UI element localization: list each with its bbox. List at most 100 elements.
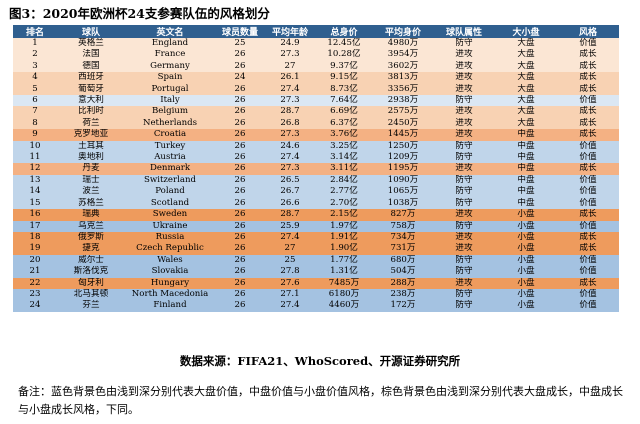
table-row: 14 波兰 Poland 26 26.7 2.77亿 1065万 防守 中盘 价值: [13, 186, 619, 198]
total-value-cell: 3.14亿: [315, 152, 373, 164]
average-age-cell: 25: [265, 254, 315, 267]
style-cell: 成长: [557, 49, 619, 61]
average-age-cell: 25.9: [265, 220, 315, 232]
average-value-cell: 2938万: [373, 95, 433, 107]
style-cell: 价值: [557, 186, 619, 198]
player-count-cell: 26: [215, 300, 265, 312]
table-row: 1 英格兰 England 25 24.9 12.45亿 4980万 防守 大盘 价值: [13, 38, 619, 50]
average-age-cell: 26.8: [265, 117, 315, 130]
team-attribute-cell: 进攻: [433, 72, 495, 84]
rank-cell: 14: [13, 186, 57, 198]
team-attribute-cell: 防守: [433, 152, 495, 164]
english-name-cell: Switzerland: [125, 174, 215, 187]
team-cell: 土耳其: [57, 140, 125, 153]
english-name-cell: Netherlands: [125, 117, 215, 130]
team-attribute-cell: 防守: [433, 266, 495, 278]
size-cell: 大盘: [495, 60, 557, 73]
team-cell: 法国: [57, 49, 125, 61]
style-cell: 成长: [557, 243, 619, 255]
rank-cell: 1: [13, 38, 57, 50]
size-cell: 中盘: [495, 186, 557, 198]
english-name-cell: Germany: [125, 60, 215, 73]
team-attribute-cell: 防守: [433, 254, 495, 267]
table-row: 23 北马其顿 North Macedonia 26 27.1 6180万 238万 防守 小盘…: [13, 288, 619, 301]
english-name-cell: Belgium: [125, 106, 215, 118]
team-cell: 西班牙: [57, 72, 125, 84]
header-size: 大小盘: [495, 25, 557, 38]
english-name-cell: Scotland: [125, 197, 215, 210]
average-value-cell: 758万: [373, 220, 433, 232]
average-value-cell: 2575万: [373, 106, 433, 118]
header-player-count: 球员数量: [215, 25, 265, 38]
average-age-cell: 24.9: [265, 38, 315, 50]
team-cell: 北马其顿: [57, 288, 125, 301]
player-count-cell: 26: [215, 163, 265, 175]
team-attribute-cell: 进攻: [433, 49, 495, 61]
rank-cell: 19: [13, 243, 57, 255]
total-value-cell: 2.77亿: [315, 186, 373, 198]
average-value-cell: 504万: [373, 266, 433, 278]
total-value-cell: 1.77亿: [315, 254, 373, 267]
rank-cell: 12: [13, 163, 57, 175]
player-count-cell: 26: [215, 129, 265, 141]
style-cell: 成长: [557, 277, 619, 289]
player-count-cell: 26: [215, 106, 265, 118]
style-cell: 成长: [557, 129, 619, 141]
style-cell: 成长: [557, 83, 619, 96]
rank-cell: 17: [13, 220, 57, 232]
table-row: 8 荷兰 Netherlands 26 26.8 6.37亿 2450万 进攻 大盘 成长: [13, 117, 619, 130]
english-name-cell: Portugal: [125, 83, 215, 96]
team-cell: 苏格兰: [57, 197, 125, 210]
size-cell: 大盘: [495, 117, 557, 130]
player-count-cell: 26: [215, 174, 265, 187]
team-cell: 比利时: [57, 106, 125, 118]
header-rank: 排名: [13, 25, 57, 38]
team-attribute-cell: 防守: [433, 186, 495, 198]
rank-cell: 16: [13, 209, 57, 221]
english-name-cell: Croatia: [125, 129, 215, 141]
style-cell: 成长: [557, 209, 619, 221]
english-name-cell: England: [125, 38, 215, 50]
team-attribute-cell: 进攻: [433, 163, 495, 175]
team-cell: 芬兰: [57, 300, 125, 312]
size-cell: 小盘: [495, 243, 557, 255]
size-cell: 中盘: [495, 140, 557, 153]
total-value-cell: 6.69亿: [315, 106, 373, 118]
style-cell: 成长: [557, 60, 619, 73]
team-cell: 俄罗斯: [57, 231, 125, 244]
size-cell: 大盘: [495, 95, 557, 107]
team-attribute-cell: 防守: [433, 140, 495, 153]
rank-cell: 3: [13, 60, 57, 73]
english-name-cell: Austria: [125, 152, 215, 164]
player-count-cell: 26: [215, 243, 265, 255]
team-attribute-cell: 进攻: [433, 106, 495, 118]
style-cell: 成长: [557, 117, 619, 130]
team-cell: 英格兰: [57, 38, 125, 50]
average-value-cell: 3602万: [373, 60, 433, 73]
team-cell: 斯洛伐克: [57, 266, 125, 278]
average-age-cell: 27.1: [265, 288, 315, 301]
size-cell: 大盘: [495, 38, 557, 50]
rank-cell: 2: [13, 49, 57, 61]
team-style-table: 排名 球队 英文名 球员数量 平均年龄 总身价 平均身价 球队属性 大小盘 风格…: [13, 25, 619, 312]
header-team-attribute: 球队属性: [433, 25, 495, 38]
average-age-cell: 27: [265, 60, 315, 73]
player-count-cell: 26: [215, 288, 265, 301]
size-cell: 大盘: [495, 72, 557, 84]
total-value-cell: 9.15亿: [315, 72, 373, 84]
total-value-cell: 1.90亿: [315, 243, 373, 255]
table-row: 16 瑞典 Sweden 26 28.7 2.15亿 827万 进攻 小盘 成长: [13, 209, 619, 221]
header-average-age: 平均年龄: [265, 25, 315, 38]
team-cell: 克罗地亚: [57, 129, 125, 141]
english-name-cell: Italy: [125, 95, 215, 107]
table-row: 9 克罗地亚 Croatia 26 27.3 3.76亿 1445万 进攻 中盘 成长: [13, 129, 619, 141]
english-name-cell: Ukraine: [125, 220, 215, 232]
total-value-cell: 1.91亿: [315, 231, 373, 244]
total-value-cell: 4460万: [315, 300, 373, 312]
style-cell: 价值: [557, 152, 619, 164]
style-cell: 价值: [557, 95, 619, 107]
player-count-cell: 26: [215, 83, 265, 96]
size-cell: 小盘: [495, 288, 557, 301]
rank-cell: 24: [13, 300, 57, 312]
average-value-cell: 1038万: [373, 197, 433, 210]
